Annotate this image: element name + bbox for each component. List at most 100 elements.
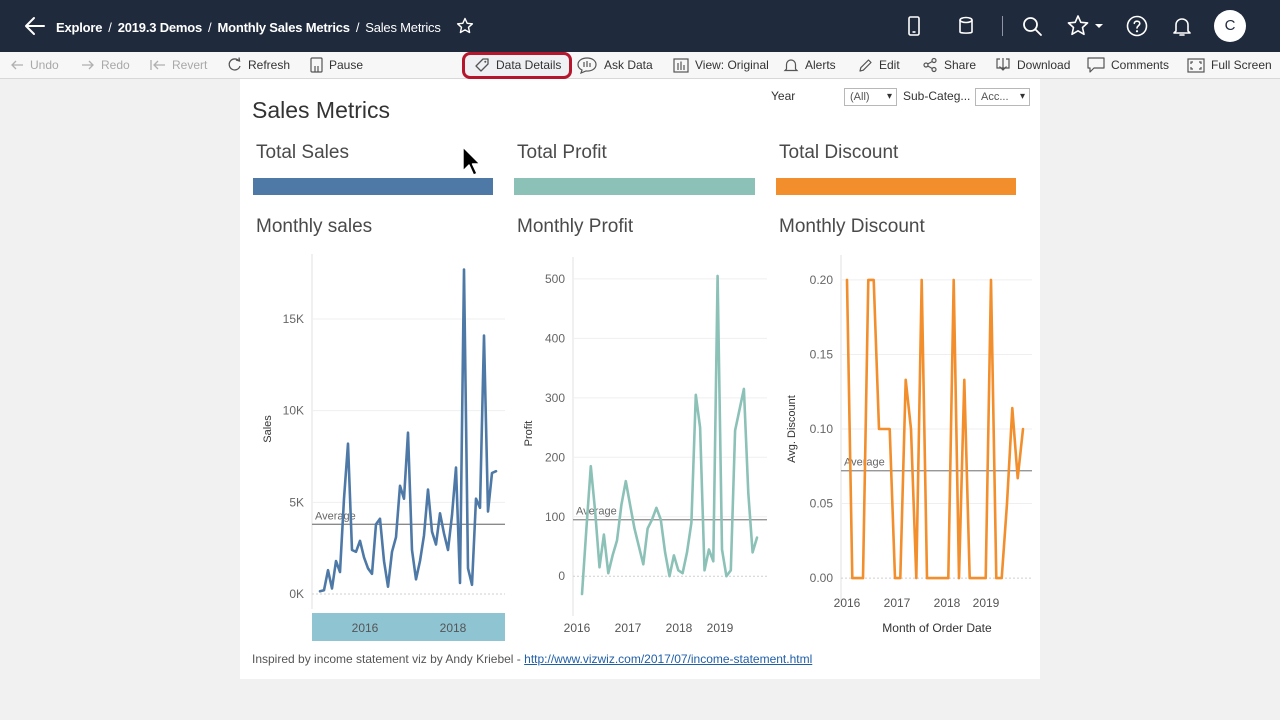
- redo-arrow-icon: [82, 60, 94, 70]
- top-nav-bar: Explore/2019.3 Demos / Monthly Sales Metri…: [0, 0, 1280, 52]
- subcategory-filter-label: Sub-Categ...: [903, 89, 971, 103]
- alerts-button[interactable]: Alerts: [783, 52, 836, 78]
- help-icon[interactable]: [1125, 14, 1149, 38]
- refresh-button[interactable]: Refresh: [228, 52, 290, 78]
- total-profit-title: Total Profit: [517, 142, 607, 163]
- alerts-label: Alerts: [805, 58, 836, 72]
- dashboard-title: Sales Metrics: [252, 97, 391, 123]
- footer-credit-text: Inspired by income statement viz by Andy…: [252, 652, 525, 666]
- revert-label: Revert: [172, 58, 208, 72]
- sales-x-axis-band: [312, 613, 505, 641]
- alert-bell-icon: [783, 59, 799, 72]
- profit-y-axis-label: Profit: [523, 421, 535, 447]
- comment-bubble-icon: [1087, 57, 1105, 73]
- pencil-icon: [859, 58, 872, 72]
- profit-x-tick-label: 2016: [564, 621, 591, 635]
- data-details-highlight: [462, 52, 572, 79]
- sales-x-tick-label: 2018: [440, 621, 467, 635]
- monthly-sales-chart[interactable]: 0K 5K 10K 15K Sales Average 2016 2018: [240, 244, 510, 644]
- share-button[interactable]: Share: [922, 52, 976, 78]
- total-sales-title: Total Sales: [256, 142, 349, 163]
- discount-x-tick-label: 2018: [934, 596, 961, 610]
- profit-y-tick-label: 200: [545, 450, 565, 464]
- breadcrumb: Explore/2019.3 Demos / Monthly Sales Metri…: [56, 17, 474, 35]
- pause-button[interactable]: Pause: [310, 52, 363, 78]
- revert-button[interactable]: Revert: [150, 52, 207, 78]
- footer-credit-link[interactable]: http://www.vizwiz.com/2017/07/income-sta…: [524, 652, 813, 666]
- ask-data-button[interactable]: Ask Data: [576, 52, 653, 78]
- profit-y-tick-label: 100: [545, 510, 565, 524]
- download-icon: [996, 58, 1010, 71]
- profit-y-tick-label: 0: [558, 569, 565, 583]
- comments-button[interactable]: Comments: [1087, 52, 1169, 78]
- total-discount-title: Total Discount: [779, 142, 899, 163]
- comments-label: Comments: [1111, 58, 1170, 72]
- discount-y-tick-label: 0.20: [810, 273, 834, 287]
- view-original-button[interactable]: View: Original: [673, 52, 769, 78]
- year-filter-label: Year: [771, 89, 796, 103]
- edit-button[interactable]: Edit: [858, 52, 900, 78]
- discount-x-tick-label: 2017: [884, 596, 911, 610]
- search-icon[interactable]: [1020, 14, 1044, 38]
- year-filter-dropdown[interactable]: (All): [844, 88, 897, 106]
- total-discount-bar[interactable]: [776, 178, 1016, 195]
- redo-label: Redo: [101, 58, 130, 72]
- download-button[interactable]: Download: [995, 52, 1070, 78]
- share-label: Share: [944, 58, 977, 72]
- full-screen-button[interactable]: Full Screen: [1187, 52, 1272, 78]
- ask-data-icon: [577, 57, 597, 74]
- discount-y-tick-label: 0.05: [810, 497, 834, 511]
- pause-label: Pause: [329, 58, 364, 72]
- breadcrumb-workbook[interactable]: Monthly Sales Metrics: [217, 20, 350, 35]
- monthly-sales-title: Monthly sales: [256, 216, 373, 237]
- user-avatar[interactable]: C: [1214, 10, 1246, 42]
- subcategory-filter-dropdown[interactable]: Acc...: [975, 88, 1030, 106]
- mobile-device-icon[interactable]: [902, 14, 926, 38]
- discount-y-tick-label: 0.15: [810, 347, 834, 361]
- undo-button[interactable]: Undo: [10, 52, 59, 78]
- nav-divider: [1002, 16, 1003, 36]
- ask-data-label: Ask Data: [604, 58, 653, 72]
- sales-series-line: [318, 268, 498, 593]
- profit-y-tick-label: 500: [545, 272, 565, 286]
- download-label: Download: [1017, 58, 1071, 72]
- view-original-label: View: Original: [695, 58, 769, 72]
- mouse-cursor-icon: [462, 146, 481, 176]
- favorites-menu-icon[interactable]: [1066, 14, 1108, 38]
- sales-x-tick-label: 2016: [352, 621, 379, 635]
- total-sales-bar[interactable]: [253, 178, 493, 195]
- sales-y-tick-label: 5K: [289, 495, 304, 509]
- breadcrumb-explore[interactable]: Explore: [56, 20, 103, 35]
- data-details-label: Data Details: [496, 58, 562, 72]
- share-icon: [923, 57, 937, 73]
- refresh-icon: [228, 57, 241, 71]
- discount-x-tick-label: 2019: [973, 596, 1000, 610]
- breadcrumb-project[interactable]: 2019.3 Demos: [117, 20, 203, 35]
- discount-series-line: [845, 278, 1025, 580]
- profit-y-tick-label: 400: [545, 331, 565, 345]
- redo-button[interactable]: Redo: [81, 52, 130, 78]
- breadcrumb-current-view: Sales Metrics: [365, 20, 441, 35]
- back-arrow-icon[interactable]: [22, 14, 48, 38]
- data-details-button[interactable]: Data Details: [474, 52, 561, 78]
- discount-y-tick-label: 0.10: [810, 422, 834, 436]
- total-profit-bar[interactable]: [514, 178, 755, 195]
- sales-average-label: Average: [315, 510, 356, 522]
- footer-credit: Inspired by income statement viz by Andy…: [252, 652, 812, 666]
- notifications-bell-icon[interactable]: [1170, 14, 1194, 38]
- edit-label: Edit: [879, 58, 900, 72]
- refresh-label: Refresh: [248, 58, 291, 72]
- sales-y-tick-label: 15K: [283, 312, 304, 326]
- dashboard-canvas: Sales Metrics Year (All) Sub-Categ... Ac…: [240, 79, 1040, 679]
- discount-x-tick-label: 2016: [834, 596, 861, 610]
- discount-x-axis-label: Month of Order Date: [882, 621, 992, 635]
- revert-icon: [150, 60, 165, 70]
- favorite-star-icon[interactable]: [456, 17, 474, 35]
- profit-x-tick-label: 2018: [666, 621, 693, 635]
- discount-y-axis-label: Avg. Discount: [786, 395, 798, 463]
- data-source-icon[interactable]: [954, 14, 978, 38]
- view-chart-icon: [673, 57, 689, 73]
- monthly-profit-title: Monthly Profit: [517, 216, 634, 237]
